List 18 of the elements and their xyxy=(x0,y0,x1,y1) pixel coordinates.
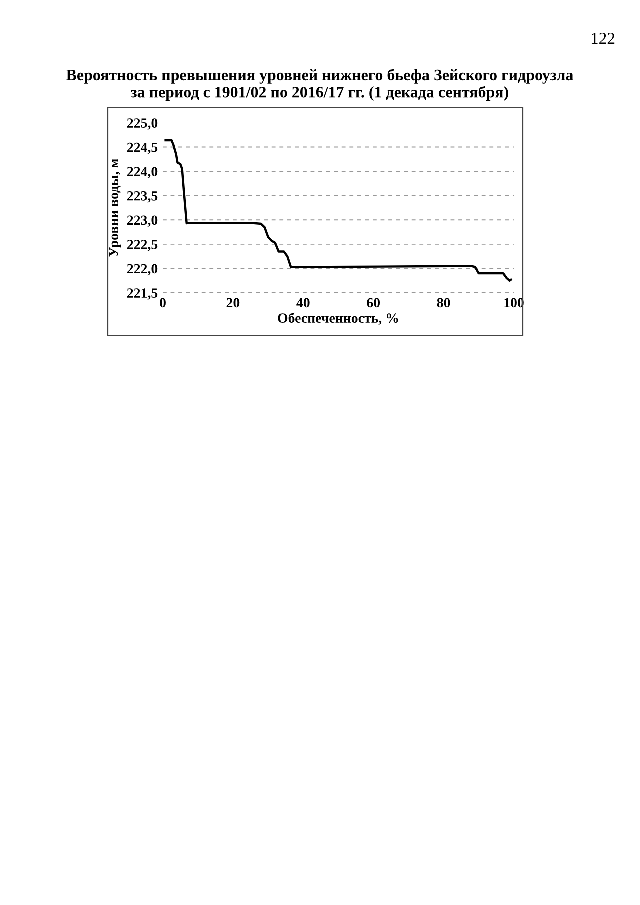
y-axis-title: Уровни воды, м xyxy=(109,159,122,257)
y-tick-label: 222,5 xyxy=(127,240,158,252)
y-tick-label: 221,5 xyxy=(127,288,158,300)
y-tick-label: 223,5 xyxy=(127,191,158,203)
x-tick-label: 80 xyxy=(437,298,450,308)
y-tick-label: 222,0 xyxy=(127,264,158,276)
y-tick-label: 224,0 xyxy=(127,167,158,179)
line-series xyxy=(164,139,512,282)
y-tick-label: 223,0 xyxy=(127,216,158,228)
x-tick-label: 20 xyxy=(226,298,240,308)
y-tick-label: 225,0 xyxy=(127,118,158,130)
text: 122 xyxy=(592,32,615,44)
chart-title: Вероятность превышения уровней нижнего бьефа Зейского гидроузла за период с 1901/02 по 2016/17 гг. (1 декада сентября) xyxy=(66,69,574,101)
x-tick-label: 0 xyxy=(160,298,166,308)
x-tick-label: 40 xyxy=(296,298,310,308)
y-tick-label: 224,5 xyxy=(127,142,158,154)
x-tick-label: 60 xyxy=(367,298,380,308)
x-axis-title: Обеспеченность, % xyxy=(278,312,398,326)
